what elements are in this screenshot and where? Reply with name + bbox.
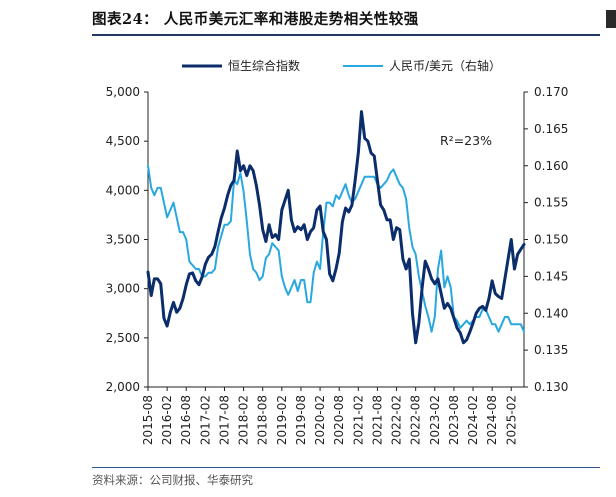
x-tick-label: 2016-02 <box>160 395 174 445</box>
x-tick-label: 2015-08 <box>141 395 155 445</box>
y-right-tick-label: 0.170 <box>534 85 568 99</box>
x-tick-label: 2018-02 <box>237 395 251 445</box>
y-right-tick-label: 0.140 <box>534 306 568 320</box>
chart-area: 恒生综合指数 人民币/美元（右轴） 2,000 2,500 3,000 3,500 4,… <box>106 58 569 445</box>
y-right-tick-label: 0.160 <box>534 159 568 173</box>
y-right-tick-label: 0.155 <box>534 196 568 210</box>
y-left-tick-label: 4,000 <box>106 183 140 197</box>
y-left-tick-label: 2,500 <box>106 331 140 345</box>
x-tick-label: 2025-02 <box>504 395 518 445</box>
x-tick-label: 2019-08 <box>294 395 308 445</box>
y-right-tick-label: 0.135 <box>534 343 568 357</box>
series-line-hsi <box>146 110 526 345</box>
footer-divider <box>92 467 600 468</box>
x-tick-label: 2018-08 <box>256 395 270 445</box>
x-tick-label: 2023-08 <box>447 395 461 445</box>
y-right-tick-label: 0.150 <box>534 233 568 247</box>
legend-label-cny: 人民币/美元（右轴） <box>389 58 501 73</box>
y-right-tick-label: 0.130 <box>534 380 568 394</box>
y-right-tick-label: 0.145 <box>534 269 568 283</box>
y-right-tick-label: 0.165 <box>534 122 568 136</box>
source-note: 资料来源：公司财报、华泰研究 <box>92 473 253 487</box>
x-tick-label: 2021-02 <box>351 395 365 445</box>
x-tick-label: 2021-08 <box>370 395 384 445</box>
series-group <box>146 110 526 345</box>
x-tick-label: 2019-02 <box>275 395 289 445</box>
x-tick-label: 2024-08 <box>485 395 499 445</box>
x-tick-label: 2017-08 <box>217 395 231 445</box>
adjacent-figure-edge <box>606 10 616 28</box>
y-left-tick-label: 3,500 <box>106 233 140 247</box>
figure-title: 图表24： 人民币美元汇率和港股走势相关性较强 <box>92 11 419 28</box>
y-left-tick-label: 3,000 <box>106 282 140 296</box>
y-left-tick-label: 2,000 <box>106 380 140 394</box>
y-left-tick-label: 4,500 <box>106 134 140 148</box>
title-divider <box>92 34 600 36</box>
series-line-cny <box>147 164 525 333</box>
x-tick-label: 2023-02 <box>428 395 442 445</box>
axes: 2,000 2,500 3,000 3,500 4,000 4,500 5,000 0.130… <box>106 85 569 445</box>
x-tick-label: 2022-08 <box>409 395 423 445</box>
r-squared-annotation: R²=23% <box>440 133 492 148</box>
x-tick-label: 2024-02 <box>466 395 480 445</box>
legend: 恒生综合指数 人民币/美元（右轴） <box>182 58 501 73</box>
x-tick-label: 2020-08 <box>332 395 346 445</box>
legend-label-hsi: 恒生综合指数 <box>228 58 300 73</box>
x-tick-label: 2016-08 <box>179 395 193 445</box>
x-tick-label: 2020-02 <box>313 395 327 445</box>
x-tick-label: 2022-02 <box>390 395 404 445</box>
y-left-tick-label: 5,000 <box>106 85 140 99</box>
x-tick-label: 2017-02 <box>198 395 212 445</box>
